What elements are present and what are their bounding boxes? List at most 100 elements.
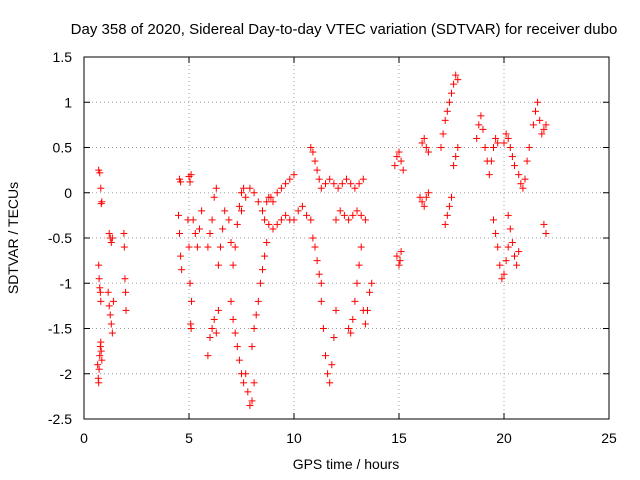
data-point	[238, 207, 245, 215]
x-tick-label: 20	[496, 430, 512, 446]
data-point	[368, 279, 376, 287]
data-point	[250, 379, 258, 387]
data-point	[94, 361, 102, 369]
y-tick-label: 0.5	[53, 140, 73, 156]
data-points	[94, 71, 550, 409]
data-point	[96, 169, 104, 177]
data-point	[261, 216, 269, 224]
x-tick-label: 10	[286, 430, 302, 446]
data-point	[105, 229, 113, 237]
data-point	[313, 257, 321, 265]
data-point	[108, 329, 116, 337]
axis-ticks	[83, 56, 610, 420]
data-point	[122, 288, 130, 296]
data-point	[481, 144, 489, 151]
data-point	[441, 116, 449, 124]
data-point	[490, 144, 497, 151]
data-point	[229, 315, 237, 323]
data-point	[214, 261, 222, 269]
data-point	[353, 207, 361, 215]
data-point	[494, 243, 502, 251]
data-point	[186, 279, 194, 287]
data-point	[212, 329, 220, 337]
data-point	[334, 184, 342, 192]
data-point	[246, 401, 254, 409]
grid-lines	[84, 57, 609, 419]
data-point	[508, 239, 516, 247]
data-point	[269, 225, 277, 233]
data-point	[391, 162, 399, 170]
data-point	[437, 144, 445, 151]
y-tick-label: 1.5	[53, 49, 73, 65]
data-point	[317, 297, 325, 305]
data-point	[231, 329, 239, 337]
data-point	[95, 379, 103, 387]
data-point	[349, 211, 357, 219]
data-point	[454, 76, 462, 84]
data-point	[343, 175, 350, 183]
data-point	[542, 121, 550, 129]
data-point	[515, 171, 523, 179]
data-point	[185, 243, 193, 251]
data-point	[500, 270, 508, 278]
data-point	[238, 189, 245, 197]
y-tick-label: 0	[64, 185, 72, 201]
data-point	[397, 248, 405, 256]
chart-title: Day 358 of 2020, Sidereal Day-to-day VTE…	[71, 21, 618, 38]
data-point	[441, 220, 449, 228]
data-point	[193, 243, 201, 251]
data-point	[95, 365, 103, 373]
data-point	[121, 275, 129, 283]
data-point	[445, 202, 453, 210]
data-point	[261, 252, 269, 260]
data-point	[448, 89, 455, 97]
data-point	[443, 211, 451, 219]
data-point	[529, 121, 537, 129]
data-point	[317, 279, 325, 287]
data-point	[534, 98, 542, 106]
y-tick-labels: -2.5 -2 -1.5 -1 -0.5 0 0.5 1 1.5	[48, 49, 72, 427]
data-point	[233, 220, 241, 228]
data-point	[282, 180, 290, 188]
data-point	[439, 130, 447, 138]
data-point	[290, 171, 298, 179]
data-point	[208, 325, 216, 332]
data-point	[204, 243, 212, 251]
data-point	[227, 297, 235, 305]
data-point	[536, 116, 544, 124]
data-point	[326, 175, 334, 183]
data-point	[273, 189, 281, 197]
data-point	[418, 139, 426, 147]
data-point	[366, 288, 374, 296]
data-point	[97, 297, 105, 305]
data-point	[477, 112, 485, 120]
data-point	[311, 157, 319, 165]
data-point	[330, 180, 338, 188]
data-point	[504, 243, 512, 251]
data-point	[242, 193, 250, 201]
data-point	[106, 311, 114, 319]
data-point	[347, 180, 355, 188]
data-point	[105, 302, 113, 310]
x-tick-labels: 0 5 10 15 20 25	[80, 430, 617, 446]
data-point	[250, 325, 258, 332]
data-point	[307, 216, 315, 224]
data-point	[487, 157, 495, 165]
data-point	[187, 325, 195, 332]
data-point	[248, 397, 256, 405]
data-point	[108, 234, 116, 242]
data-point	[506, 144, 514, 151]
data-point	[233, 343, 241, 351]
data-point	[219, 225, 227, 233]
data-point	[313, 166, 321, 174]
data-point	[424, 189, 432, 197]
data-point	[96, 288, 104, 296]
data-point	[191, 229, 199, 237]
data-point	[176, 229, 184, 237]
data-point	[244, 388, 252, 396]
data-point	[235, 202, 243, 210]
data-point	[290, 216, 298, 224]
data-point	[357, 243, 365, 251]
data-point	[97, 200, 105, 208]
data-point	[504, 134, 512, 142]
